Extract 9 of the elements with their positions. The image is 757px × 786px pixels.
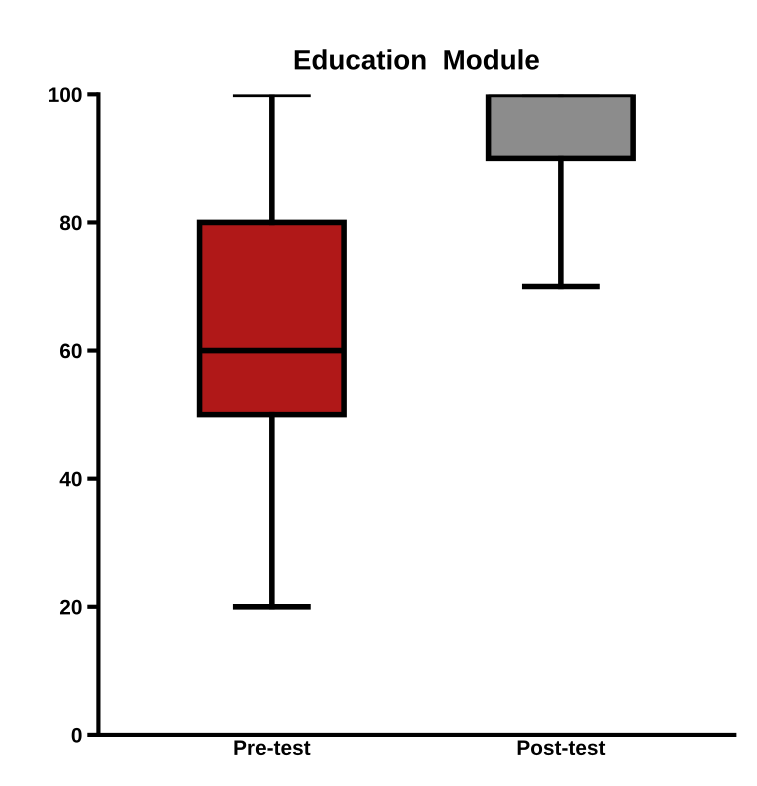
y-tick-label: 60 (60, 344, 82, 358)
chart-title: Education Module (294, 49, 539, 70)
y-tick-label: 20 (60, 600, 82, 615)
y-tick-label: 40 (60, 472, 82, 486)
y-tick-label: 0 (72, 728, 82, 743)
x-tick-label: Post-test (518, 740, 606, 756)
y-tick-label: 80 (60, 215, 82, 230)
x-tick-label: Pre-test (234, 740, 310, 756)
y-tick-label: 100 (48, 87, 82, 102)
